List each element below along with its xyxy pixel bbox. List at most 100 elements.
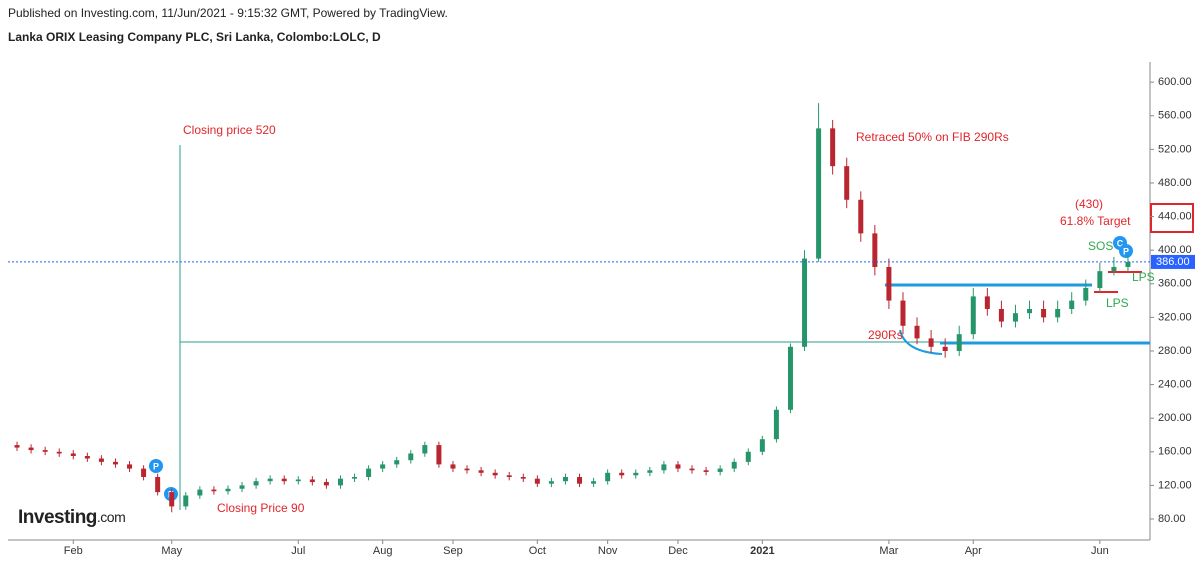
candle-body (703, 470, 709, 472)
candle-body (998, 308, 1004, 322)
candle-body (309, 479, 315, 483)
logo-suffix: .com (97, 509, 125, 525)
candle-body (577, 476, 583, 484)
candle-body (1083, 287, 1089, 301)
candle-body (42, 450, 48, 452)
x-tick-label: Dec (668, 545, 688, 557)
y-tick-label: 520.00 (1158, 143, 1192, 155)
candle-body (197, 489, 203, 496)
candle-body (928, 338, 934, 347)
candle-body (70, 453, 76, 456)
candle-body (253, 481, 259, 486)
candle-body (633, 472, 639, 476)
candle-body (323, 482, 329, 486)
x-tick-label: Nov (598, 545, 618, 557)
candle-body (1041, 308, 1047, 318)
annotation: Retraced 50% on FIB 290Rs (856, 130, 1009, 144)
x-tick-label: Jul (291, 545, 305, 557)
y-tick-label: 600.00 (1158, 76, 1192, 88)
candle-body (942, 346, 948, 351)
candle-body (802, 258, 808, 347)
candle-body (380, 464, 386, 469)
annotation: LPS (1132, 270, 1155, 284)
candle-body (956, 334, 962, 351)
candle-body (352, 476, 358, 479)
annotation: 290Rs (868, 328, 903, 342)
y-tick-label: 160.00 (1158, 446, 1192, 458)
candle-body (675, 464, 681, 469)
x-tick-label: May (161, 545, 182, 557)
last-price-label: 386.00 (1156, 256, 1190, 268)
candle-body (830, 128, 836, 167)
candle-body (970, 296, 976, 335)
candle-body (984, 296, 990, 309)
candle-body (548, 481, 554, 484)
candle-body (183, 495, 189, 507)
candle-body (464, 468, 470, 471)
x-tick-label: 2021 (750, 545, 774, 557)
y-tick-label: 400.00 (1158, 244, 1192, 256)
candle-body (155, 476, 161, 493)
candle-body (422, 445, 428, 454)
annotation: Closing price 520 (183, 123, 276, 137)
candle-body (506, 475, 512, 477)
candle-body (619, 472, 625, 476)
candle-body (281, 478, 287, 482)
y-tick-label: 360.00 (1158, 278, 1192, 290)
candle-body (914, 325, 920, 339)
candle-body (816, 128, 822, 259)
candle-body (661, 464, 667, 471)
candle-body (169, 492, 175, 507)
candle-body (98, 458, 104, 462)
x-tick-label: Sep (443, 545, 463, 557)
x-tick-label: Apr (965, 545, 982, 557)
candle-body (787, 346, 793, 410)
candle-body (1097, 271, 1103, 288)
candle-body (295, 479, 301, 482)
y-tick-label: 120.00 (1158, 479, 1192, 491)
candle-body (591, 481, 597, 484)
marker (1119, 244, 1133, 258)
candle-body (1055, 308, 1061, 318)
x-tick-label: Aug (373, 545, 393, 557)
candle-body (886, 266, 892, 301)
candle-body (492, 472, 498, 476)
candle-body (239, 485, 245, 489)
candle-body (1027, 308, 1033, 314)
candle-body (28, 447, 34, 451)
candle-body (562, 476, 568, 482)
marker-label: P (1123, 246, 1129, 256)
candle-body (56, 451, 62, 454)
logo: Investing.com (18, 507, 125, 528)
candle-body (478, 470, 484, 473)
x-tick-label: Jun (1091, 545, 1109, 557)
chart-subtitle: Published on Investing.com, 11/Jun/2021 … (8, 6, 448, 20)
candle-body (84, 455, 90, 459)
x-tick-label: Feb (64, 545, 83, 557)
candle-body (394, 460, 400, 465)
chart-title: Lanka ORIX Leasing Company PLC, Sri Lank… (8, 30, 381, 44)
target-box (1150, 203, 1194, 233)
candle-body (436, 445, 442, 465)
annotation: LPS (1106, 296, 1129, 310)
candle-body (858, 199, 864, 234)
curve (899, 329, 943, 355)
y-tick-label: 320.00 (1158, 311, 1192, 323)
candle-body (225, 488, 231, 492)
candle-body (211, 489, 217, 492)
candle-body (689, 468, 695, 471)
candle-body (1125, 261, 1131, 267)
candle-body (717, 468, 723, 472)
candle-body (844, 166, 850, 200)
y-tick-label: 80.00 (1158, 513, 1186, 525)
candle-body (267, 478, 273, 482)
logo-main: Investing (18, 507, 97, 528)
candle-body (450, 464, 456, 469)
candle-body (900, 300, 906, 326)
candle-body (14, 445, 20, 448)
x-tick-label: Oct (529, 545, 546, 557)
y-tick-label: 200.00 (1158, 412, 1192, 424)
annotation: 61.8% Target (1060, 214, 1131, 228)
candle-body (1012, 313, 1018, 322)
candle-body (366, 468, 372, 477)
